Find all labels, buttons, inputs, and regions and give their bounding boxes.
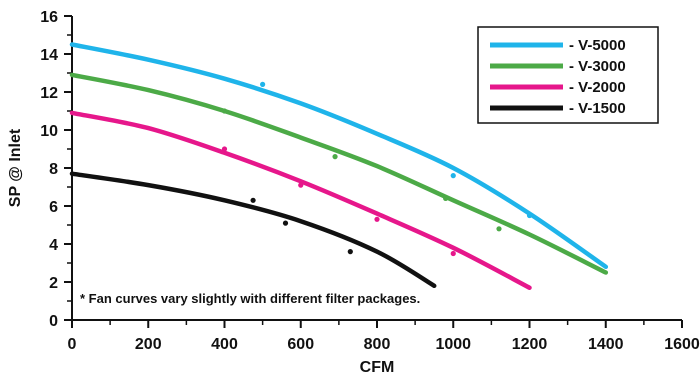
x-tick-label: 600 — [287, 336, 314, 353]
y-tick-label: 0 — [49, 313, 58, 330]
series-line-v-2000 — [69, 110, 532, 290]
data-point-v-1500 — [282, 220, 289, 226]
x-axis-label: CFM — [360, 359, 395, 376]
data-point-v-3000 — [496, 226, 502, 232]
series-line-v-3000 — [69, 72, 609, 275]
y-tick-label: 16 — [40, 9, 58, 26]
x-tick-label: 1400 — [588, 336, 624, 353]
data-point-v-2000 — [374, 216, 380, 222]
x-tick-label: 1000 — [435, 336, 471, 353]
series-curves — [69, 42, 609, 290]
y-tick-label: 12 — [40, 85, 58, 102]
y-tick-label: 8 — [49, 161, 58, 178]
footnote: * Fan curves vary slightly with differen… — [80, 291, 420, 306]
series-line-v-5000 — [69, 42, 609, 270]
x-tick-label: 800 — [364, 336, 391, 353]
data-point-v-5000 — [260, 81, 266, 87]
y-tick-label: 10 — [40, 123, 58, 140]
x-tick-label: 0 — [68, 336, 77, 353]
x-tick-label: 400 — [211, 336, 238, 353]
data-point-v-3000 — [443, 195, 449, 201]
data-point-v-3000 — [332, 154, 338, 160]
series-line-v-1500 — [69, 171, 437, 289]
y-tick-label: 4 — [49, 237, 58, 254]
legend-label-v-3000: - V-3000 — [569, 58, 626, 75]
y-tick-label: 2 — [49, 275, 58, 292]
series-points — [221, 81, 533, 257]
data-point-v-3000 — [221, 108, 228, 114]
legend-label-v-1500: - V-1500 — [569, 100, 626, 117]
y-axis-label: SP @ Inlet — [7, 128, 24, 207]
axes: 0 200 400 600 800 1000 1200 1400 1600 0 2 4 6 8 10 12 14… — [40, 9, 700, 353]
legend-label-v-2000: - V-2000 — [569, 79, 626, 96]
legend: - V-5000 - V-3000 - V-2000 - V-1500 — [477, 26, 659, 124]
data-point-v-1500 — [250, 197, 256, 203]
y-tick-label: 6 — [49, 199, 58, 216]
x-tick-label: 200 — [135, 336, 162, 353]
data-point-v-2000 — [298, 182, 304, 188]
x-tick-label: 1200 — [512, 336, 548, 353]
data-point-v-1500 — [347, 249, 353, 255]
legend-label-v-5000: - V-5000 — [569, 37, 626, 54]
y-tick-label: 14 — [40, 47, 58, 64]
x-tick-label: 1600 — [664, 336, 700, 353]
data-point-v-2000 — [221, 146, 228, 152]
data-point-v-5000 — [526, 212, 533, 219]
data-point-v-5000 — [450, 173, 456, 179]
data-point-v-2000 — [450, 250, 456, 257]
